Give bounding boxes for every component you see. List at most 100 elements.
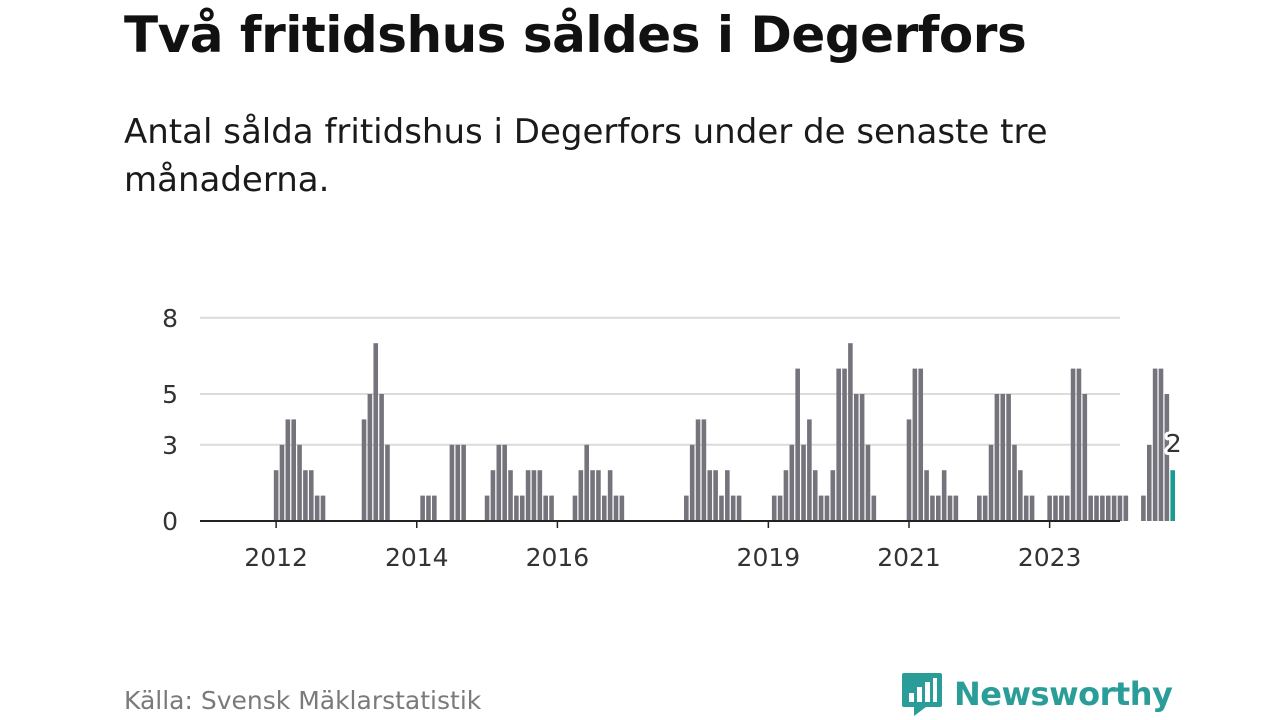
bar <box>713 470 718 521</box>
bar <box>519 495 525 521</box>
bar <box>484 495 490 521</box>
bar <box>1123 495 1129 521</box>
bar <box>385 444 390 521</box>
x-tick-label: 2014 <box>385 543 449 572</box>
bar <box>830 470 836 521</box>
bar <box>777 495 783 521</box>
bar <box>432 495 437 521</box>
bar <box>930 495 935 521</box>
bar <box>1006 394 1011 521</box>
bar <box>1164 394 1170 521</box>
bar <box>502 444 507 521</box>
bar <box>994 394 1000 521</box>
bar <box>549 495 554 521</box>
bar <box>449 444 455 521</box>
newsworthy-brand: Newsworthy <box>900 670 1173 718</box>
bar <box>537 470 543 521</box>
bar <box>1094 495 1099 521</box>
bar <box>988 444 994 521</box>
highlight-bar <box>1170 470 1175 521</box>
bar <box>953 495 959 521</box>
bar <box>285 419 291 521</box>
x-tick-label: 2023 <box>1018 543 1082 572</box>
bar <box>725 470 730 521</box>
bar <box>373 343 379 521</box>
bar-chart: 0 3 5 8 2012 2014 2016 2019 2021 2023 2 <box>162 303 1182 572</box>
bar <box>1053 495 1058 521</box>
bar <box>367 394 373 521</box>
bar <box>314 495 320 521</box>
bar <box>490 470 496 521</box>
bar <box>789 444 795 521</box>
bar <box>924 470 929 521</box>
chart-title: Två fritidshus såldes i Degerfors <box>124 6 1027 64</box>
bar <box>818 495 824 521</box>
bar <box>291 419 296 521</box>
bar <box>1059 495 1064 521</box>
bar <box>1088 495 1093 521</box>
bar <box>607 470 613 521</box>
bar <box>1023 495 1029 521</box>
bar <box>1082 394 1088 521</box>
bar <box>736 495 742 521</box>
bar <box>1064 495 1070 521</box>
bar <box>455 444 461 521</box>
bar <box>303 470 308 521</box>
bar <box>461 444 466 521</box>
bar <box>1000 394 1006 521</box>
bar <box>912 368 918 521</box>
bar <box>842 368 847 521</box>
bar <box>918 368 924 521</box>
bar <box>531 470 537 521</box>
bar <box>824 495 830 521</box>
bar <box>613 495 619 521</box>
bar <box>619 495 625 521</box>
newsworthy-logo-icon <box>902 673 942 716</box>
bar <box>982 495 988 521</box>
bar <box>1070 368 1076 521</box>
y-tick-label: 8 <box>162 304 178 333</box>
bar <box>584 444 589 521</box>
bar <box>590 470 595 521</box>
bar <box>1029 495 1035 521</box>
bar <box>719 495 724 521</box>
bar <box>795 368 800 521</box>
bar <box>701 419 707 521</box>
bar <box>426 495 431 521</box>
bar <box>936 495 941 521</box>
bar <box>578 470 584 521</box>
bar <box>695 419 701 521</box>
bar <box>707 470 713 521</box>
bar <box>1158 368 1164 521</box>
bar <box>308 470 314 521</box>
bar <box>771 495 777 521</box>
bar <box>508 470 513 521</box>
bar <box>1152 368 1158 521</box>
bar <box>1111 495 1117 521</box>
bar <box>848 343 853 521</box>
x-tick-label: 2016 <box>526 543 590 572</box>
data-label: 2 <box>1166 429 1182 458</box>
bar <box>1047 495 1052 521</box>
bar <box>783 470 789 521</box>
y-tick-label: 0 <box>162 507 178 536</box>
bar <box>279 444 285 521</box>
x-tick-label: 2012 <box>244 543 308 572</box>
bar <box>865 444 871 521</box>
y-tick-label: 5 <box>162 380 178 409</box>
bar <box>941 470 947 521</box>
bar <box>1076 368 1082 521</box>
bar <box>684 495 689 521</box>
bar <box>1141 495 1146 521</box>
bar <box>297 444 302 521</box>
bar <box>525 470 531 521</box>
bar <box>273 470 279 521</box>
brand-name: Newsworthy <box>954 675 1173 713</box>
x-tick-label: 2019 <box>737 543 801 572</box>
bar <box>379 394 384 521</box>
bar <box>859 394 865 521</box>
bar <box>977 495 982 521</box>
bar <box>853 394 859 521</box>
bar <box>730 495 736 521</box>
bar <box>496 444 502 521</box>
